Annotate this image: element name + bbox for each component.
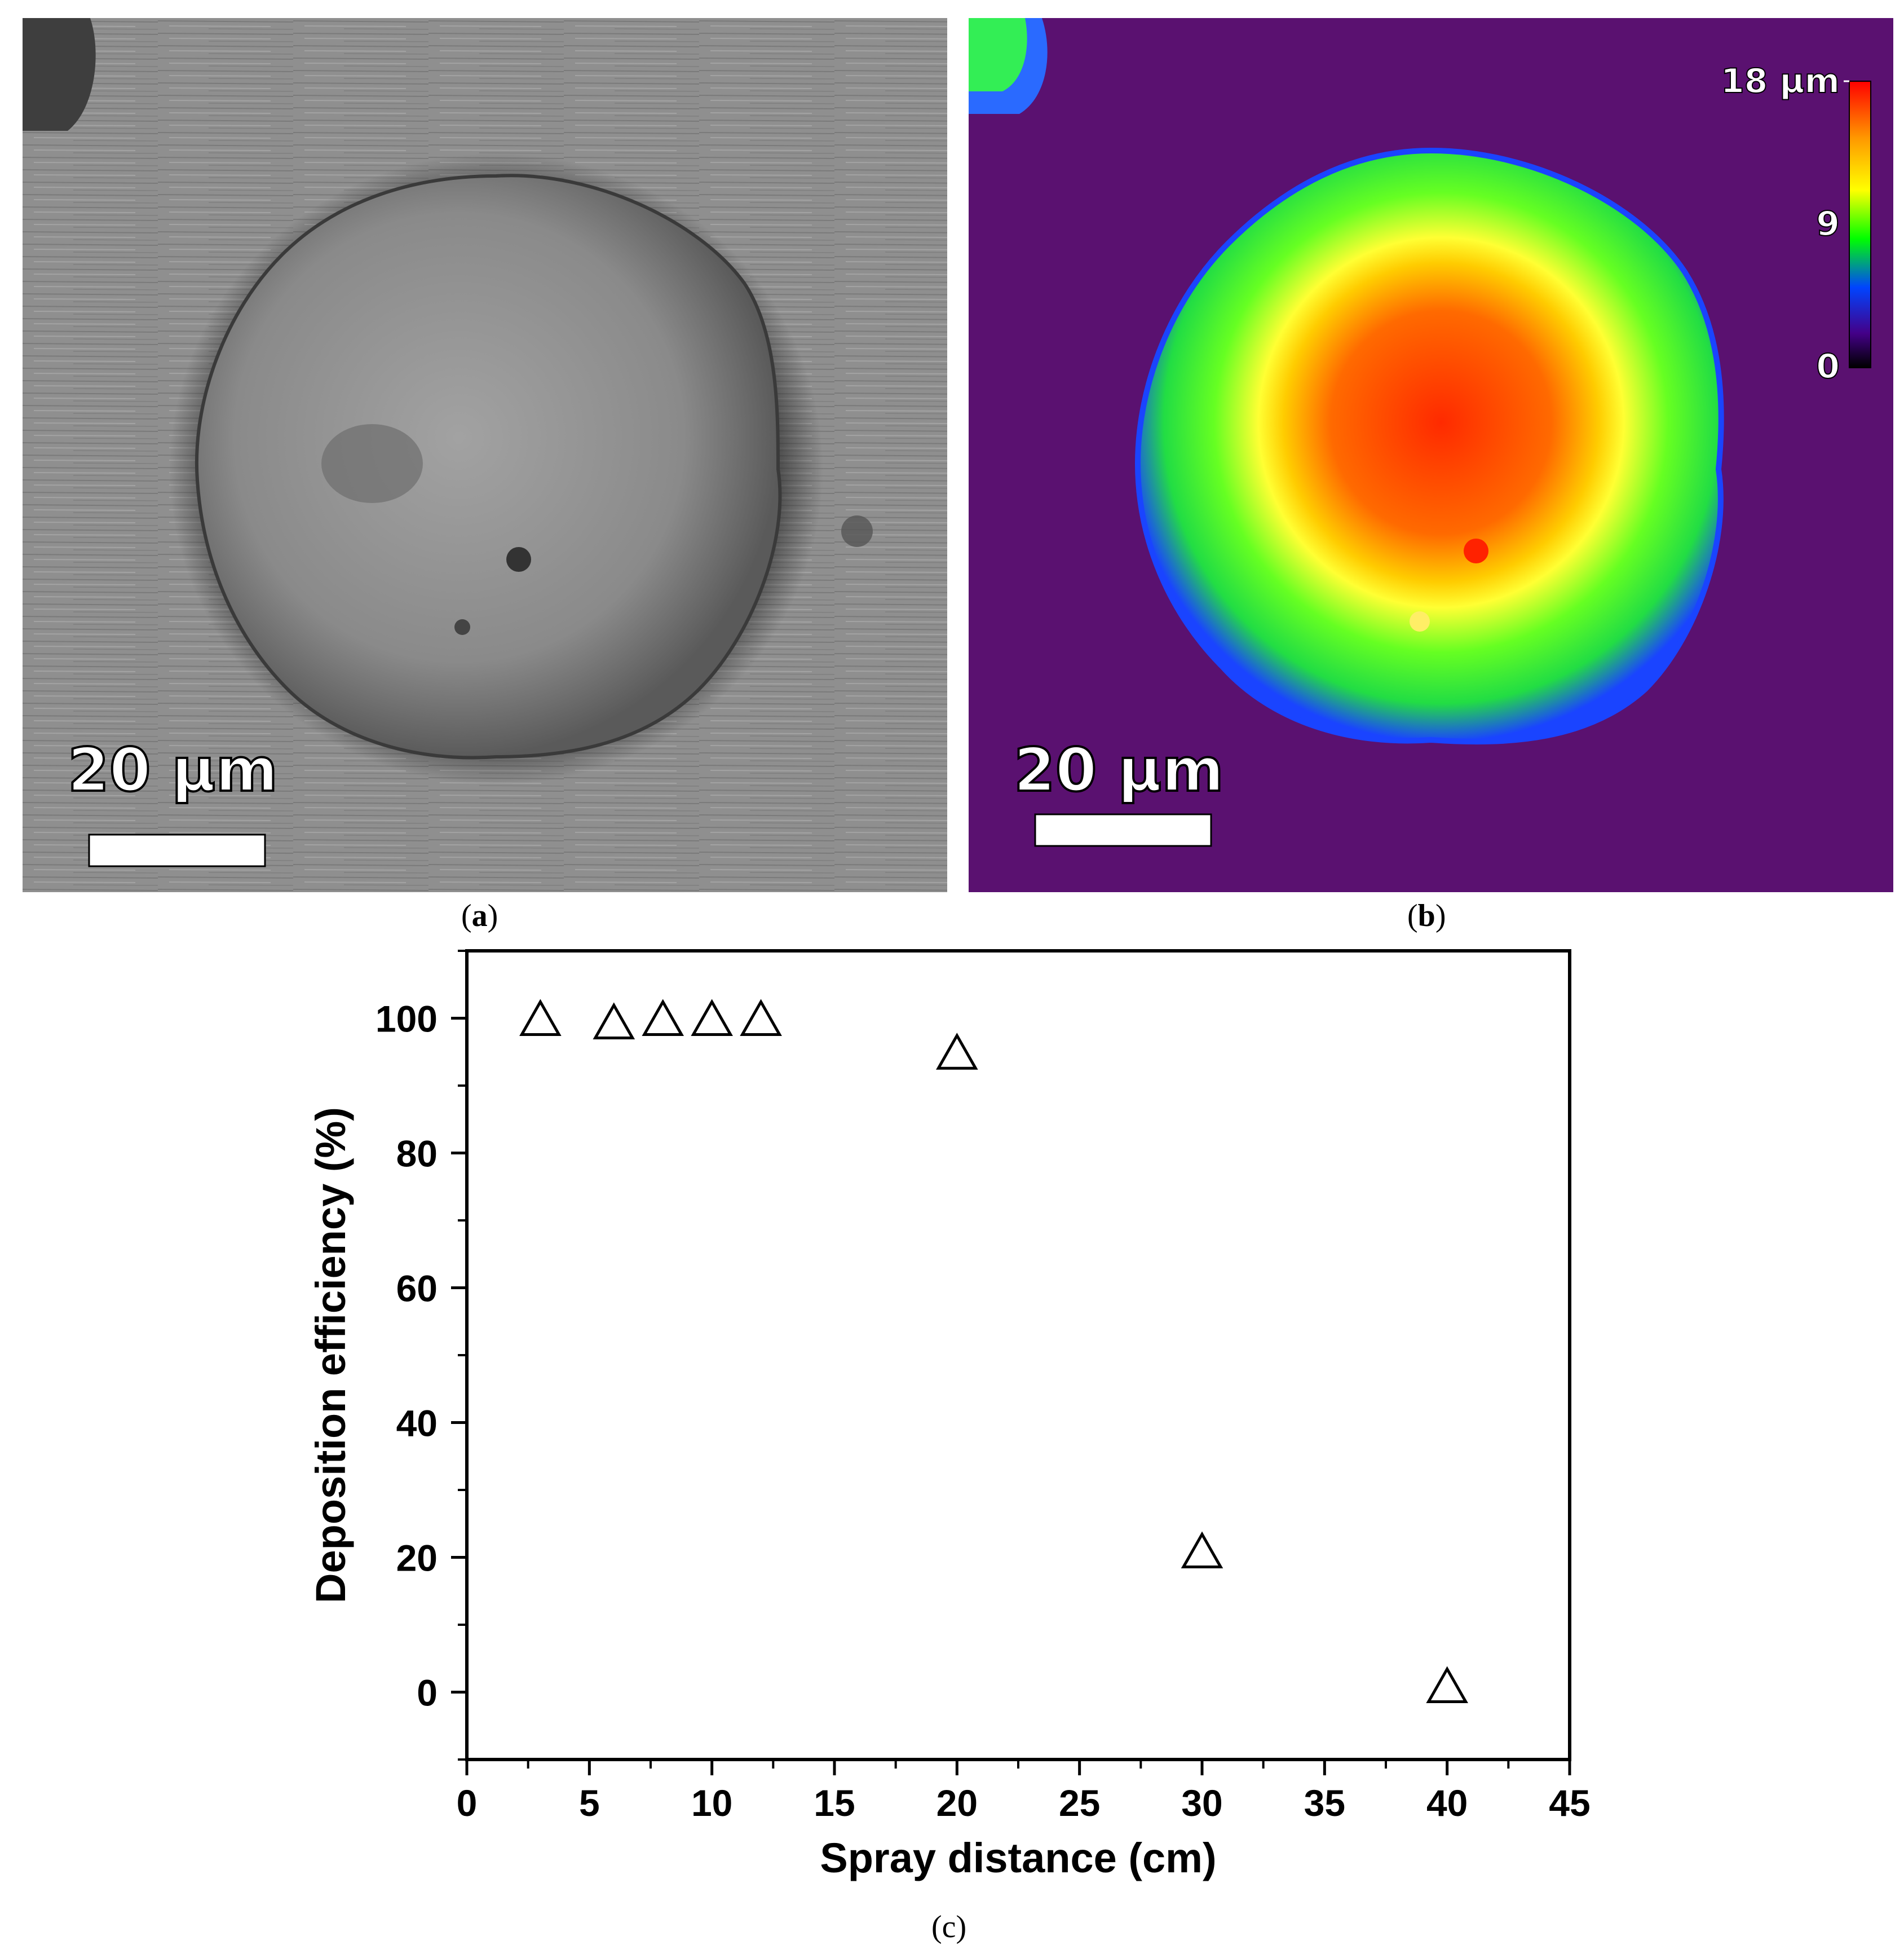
- y-tick-label: 60: [396, 1268, 438, 1309]
- chart-panel-c: 0 5 10 15 20 25 30 35 40 45 0 20 40 60 80 100 Spray dist…: [0, 925, 1904, 1912]
- x-tick-label: 45: [1549, 1782, 1590, 1824]
- scalebar-b: [1034, 813, 1212, 847]
- x-tick-label: 30: [1181, 1782, 1222, 1824]
- plot-frame: [465, 949, 1571, 1761]
- x-axis-label: Spray distance (cm): [820, 1835, 1216, 1881]
- deposition-efficiency-chart: 0 5 10 15 20 25 30 35 40 45 0 20 40 60 80 100 Spray dist…: [307, 949, 1591, 1881]
- x-tick-label: 40: [1426, 1782, 1468, 1824]
- colorbar-label-mid: 9: [1816, 204, 1840, 244]
- x-tick-label: 25: [1059, 1782, 1100, 1824]
- colorbar-label-min: 0: [1816, 347, 1840, 386]
- caption-a-letter: a: [471, 898, 488, 933]
- colorbar: [1849, 81, 1871, 368]
- x-tick-label: 10: [691, 1782, 732, 1824]
- data-point: [642, 999, 684, 1036]
- y-tick-label: 0: [417, 1672, 438, 1714]
- x-tick-label: 5: [579, 1782, 600, 1824]
- y-tick-label: 20: [396, 1537, 438, 1579]
- data-point: [519, 999, 562, 1036]
- x-tick-label: 15: [814, 1782, 855, 1824]
- y-axis-label: Deposition efficiency (%): [307, 1107, 354, 1603]
- height-map-panel-b: 18 µm 9 0 20 µm: [969, 18, 1893, 892]
- caption-c: (c): [931, 1910, 967, 1944]
- scalebar-a: [88, 834, 266, 867]
- caption-a: (a): [461, 898, 498, 933]
- y-tick-label: 80: [396, 1133, 438, 1175]
- scalebar-label-b: 20 µm: [1014, 735, 1224, 805]
- colorbar-label-max: 18 µm: [1721, 61, 1840, 101]
- y-tick-label: 40: [396, 1403, 438, 1444]
- height-map-image-b: 18 µm 9 0 20 µm: [969, 18, 1893, 892]
- caption-b: (b): [1407, 898, 1446, 933]
- x-tick-label: 35: [1304, 1782, 1345, 1824]
- data-point: [593, 1002, 635, 1039]
- data-point: [936, 1033, 978, 1070]
- x-tick-label: 0: [457, 1782, 478, 1824]
- data-point: [691, 999, 733, 1036]
- caption-b-letter: b: [1417, 898, 1435, 933]
- y-tick-label: 100: [376, 998, 438, 1040]
- micrograph-panel-a: 20 µm: [23, 18, 947, 892]
- data-point: [740, 999, 782, 1036]
- x-tick-label: 20: [936, 1782, 978, 1824]
- data-point: [1181, 1531, 1223, 1569]
- data-point: [1426, 1666, 1468, 1704]
- micrograph-image-a: 20 µm: [23, 18, 947, 892]
- scalebar-label-a: 20 µm: [68, 735, 278, 805]
